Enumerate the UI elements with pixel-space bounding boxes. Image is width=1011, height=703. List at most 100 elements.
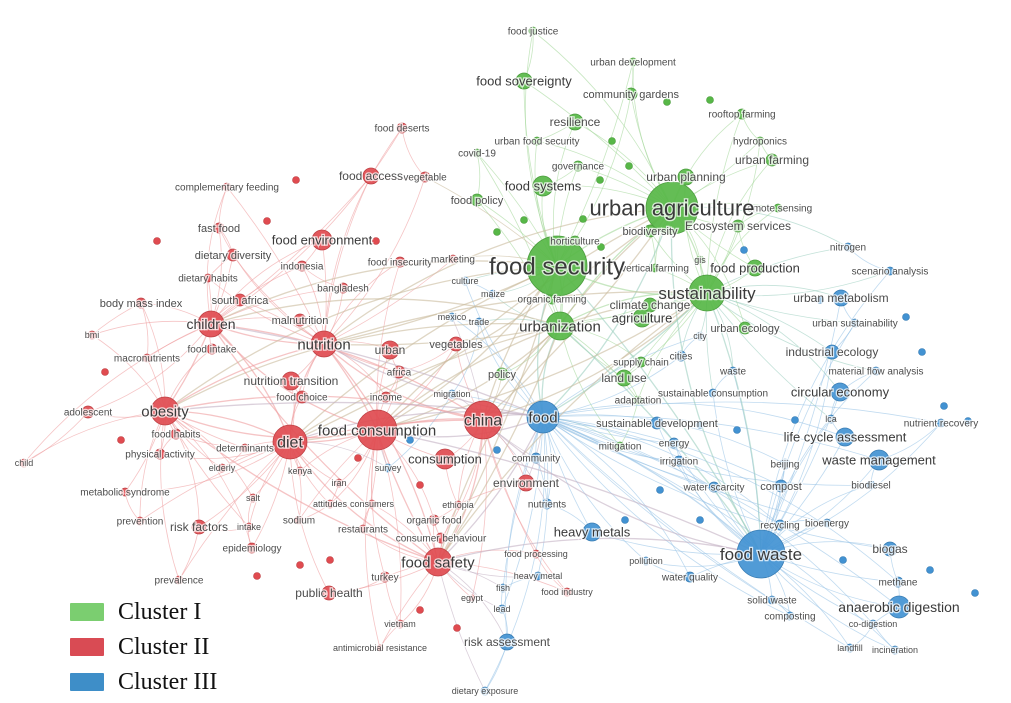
network-node[interactable] — [695, 255, 705, 265]
network-node[interactable] — [868, 449, 890, 471]
network-node[interactable] — [695, 331, 705, 341]
node-label[interactable]: covid-19 — [457, 147, 498, 161]
node-label[interactable]: malnutrition — [270, 314, 329, 329]
network-node[interactable] — [936, 418, 946, 428]
node-label[interactable]: south africa — [210, 294, 270, 309]
network-node[interactable] — [480, 686, 490, 696]
network-node[interactable] — [645, 181, 699, 235]
node-label[interactable]: turkey — [370, 571, 400, 585]
network-node[interactable] — [150, 396, 180, 426]
node-label[interactable]: heavy metal — [512, 570, 563, 583]
node-label[interactable]: food safety — [400, 553, 476, 573]
network-node[interactable] — [448, 336, 464, 352]
node-label[interactable]: community gardens — [582, 88, 681, 103]
network-node[interactable] — [272, 424, 308, 460]
node-label[interactable]: adaptation — [613, 394, 662, 408]
node-label[interactable]: salt — [245, 492, 262, 505]
node-label[interactable]: sustainable consumption — [657, 387, 770, 401]
node-label[interactable]: material flow analysis — [827, 365, 925, 379]
node-label[interactable]: elderly — [207, 462, 237, 475]
network-node[interactable] — [755, 136, 765, 146]
node-label[interactable]: determinants — [215, 442, 275, 456]
network-node[interactable] — [293, 313, 307, 327]
network-node[interactable] — [871, 366, 881, 376]
node-label[interactable]: antimicrobial resistance — [332, 642, 429, 655]
node-label[interactable]: horticulture — [549, 235, 602, 249]
network-node[interactable] — [774, 519, 786, 531]
node-label[interactable]: irrigation — [659, 455, 700, 469]
node-label[interactable]: food industry — [540, 586, 595, 599]
node-label[interactable]: adolescent — [63, 406, 114, 420]
network-node[interactable] — [419, 171, 431, 183]
node-label[interactable]: Ecosystem services — [684, 218, 793, 235]
node-label[interactable]: waste — [718, 365, 748, 379]
node-label[interactable]: food security — [488, 252, 627, 282]
network-node[interactable] — [528, 26, 538, 36]
network-node[interactable] — [673, 455, 685, 467]
node-label[interactable]: food habits — [150, 428, 202, 442]
node-label[interactable]: biodiesel — [850, 479, 892, 493]
node-label[interactable]: policy — [487, 368, 518, 383]
network-node[interactable] — [515, 72, 533, 90]
network-node[interactable] — [566, 113, 584, 131]
network-node[interactable] — [310, 330, 338, 358]
network-node[interactable] — [668, 437, 680, 449]
node-label[interactable]: scenario analysis — [850, 265, 929, 279]
node-label[interactable]: complementary feeding — [174, 181, 281, 195]
node-label[interactable]: organic food — [405, 514, 463, 528]
network-node[interactable] — [135, 297, 147, 309]
network-node[interactable] — [87, 330, 97, 340]
node-label[interactable]: solid waste — [746, 594, 799, 608]
network-node[interactable] — [447, 389, 457, 399]
network-node[interactable] — [830, 382, 850, 402]
network-node[interactable] — [295, 390, 309, 404]
node-label[interactable]: bioenergy — [804, 517, 851, 531]
network-node[interactable] — [530, 452, 542, 464]
node-label[interactable]: heavy metals — [552, 523, 632, 541]
node-label[interactable]: governance — [551, 160, 606, 174]
network-node[interactable] — [675, 350, 687, 362]
node-label[interactable]: sustainable development — [595, 417, 719, 432]
node-label[interactable]: food — [527, 408, 559, 428]
network-node[interactable] — [472, 148, 482, 158]
node-label[interactable]: trade — [467, 316, 490, 329]
network-node[interactable] — [379, 571, 391, 583]
node-label[interactable]: sodium — [282, 514, 317, 528]
node-label[interactable]: industrial ecology — [784, 344, 879, 361]
node-label[interactable]: marketing — [430, 253, 477, 267]
network-node[interactable] — [497, 604, 507, 614]
network-node[interactable] — [81, 405, 95, 419]
network-node[interactable] — [392, 365, 406, 379]
network-node[interactable] — [531, 549, 541, 559]
node-label[interactable]: food waste — [719, 544, 804, 566]
node-label[interactable]: life cycle assessment — [782, 428, 908, 446]
network-node[interactable] — [244, 522, 254, 532]
node-label[interactable]: iran — [330, 477, 348, 490]
node-label[interactable]: compost — [759, 480, 803, 495]
network-node[interactable] — [765, 153, 779, 167]
network-node[interactable] — [835, 427, 855, 447]
network-node[interactable] — [356, 409, 398, 451]
network-node[interactable] — [226, 248, 240, 262]
network-node[interactable] — [526, 400, 560, 434]
network-node[interactable] — [826, 414, 836, 424]
node-label[interactable]: composting — [763, 610, 817, 624]
network-node[interactable] — [362, 167, 380, 185]
node-label[interactable]: landfill — [836, 642, 864, 655]
network-node[interactable] — [376, 644, 384, 652]
network-node[interactable] — [463, 400, 503, 440]
node-label[interactable]: restaurants — [337, 523, 390, 537]
network-node[interactable] — [380, 391, 392, 403]
node-label[interactable]: urban — [373, 342, 406, 359]
network-node[interactable] — [120, 487, 130, 497]
node-label[interactable]: consumer behaviour — [394, 532, 488, 546]
network-node[interactable] — [642, 297, 658, 313]
node-label[interactable]: consumers — [349, 498, 396, 511]
node-label[interactable]: anaerobic digestion — [837, 598, 961, 617]
node-label[interactable]: food insecurity — [366, 256, 433, 270]
node-label[interactable]: diet — [276, 433, 305, 453]
network-node[interactable] — [296, 260, 308, 272]
network-node[interactable] — [367, 499, 377, 509]
network-node[interactable] — [746, 259, 764, 277]
node-label[interactable]: risk factors — [169, 519, 230, 536]
